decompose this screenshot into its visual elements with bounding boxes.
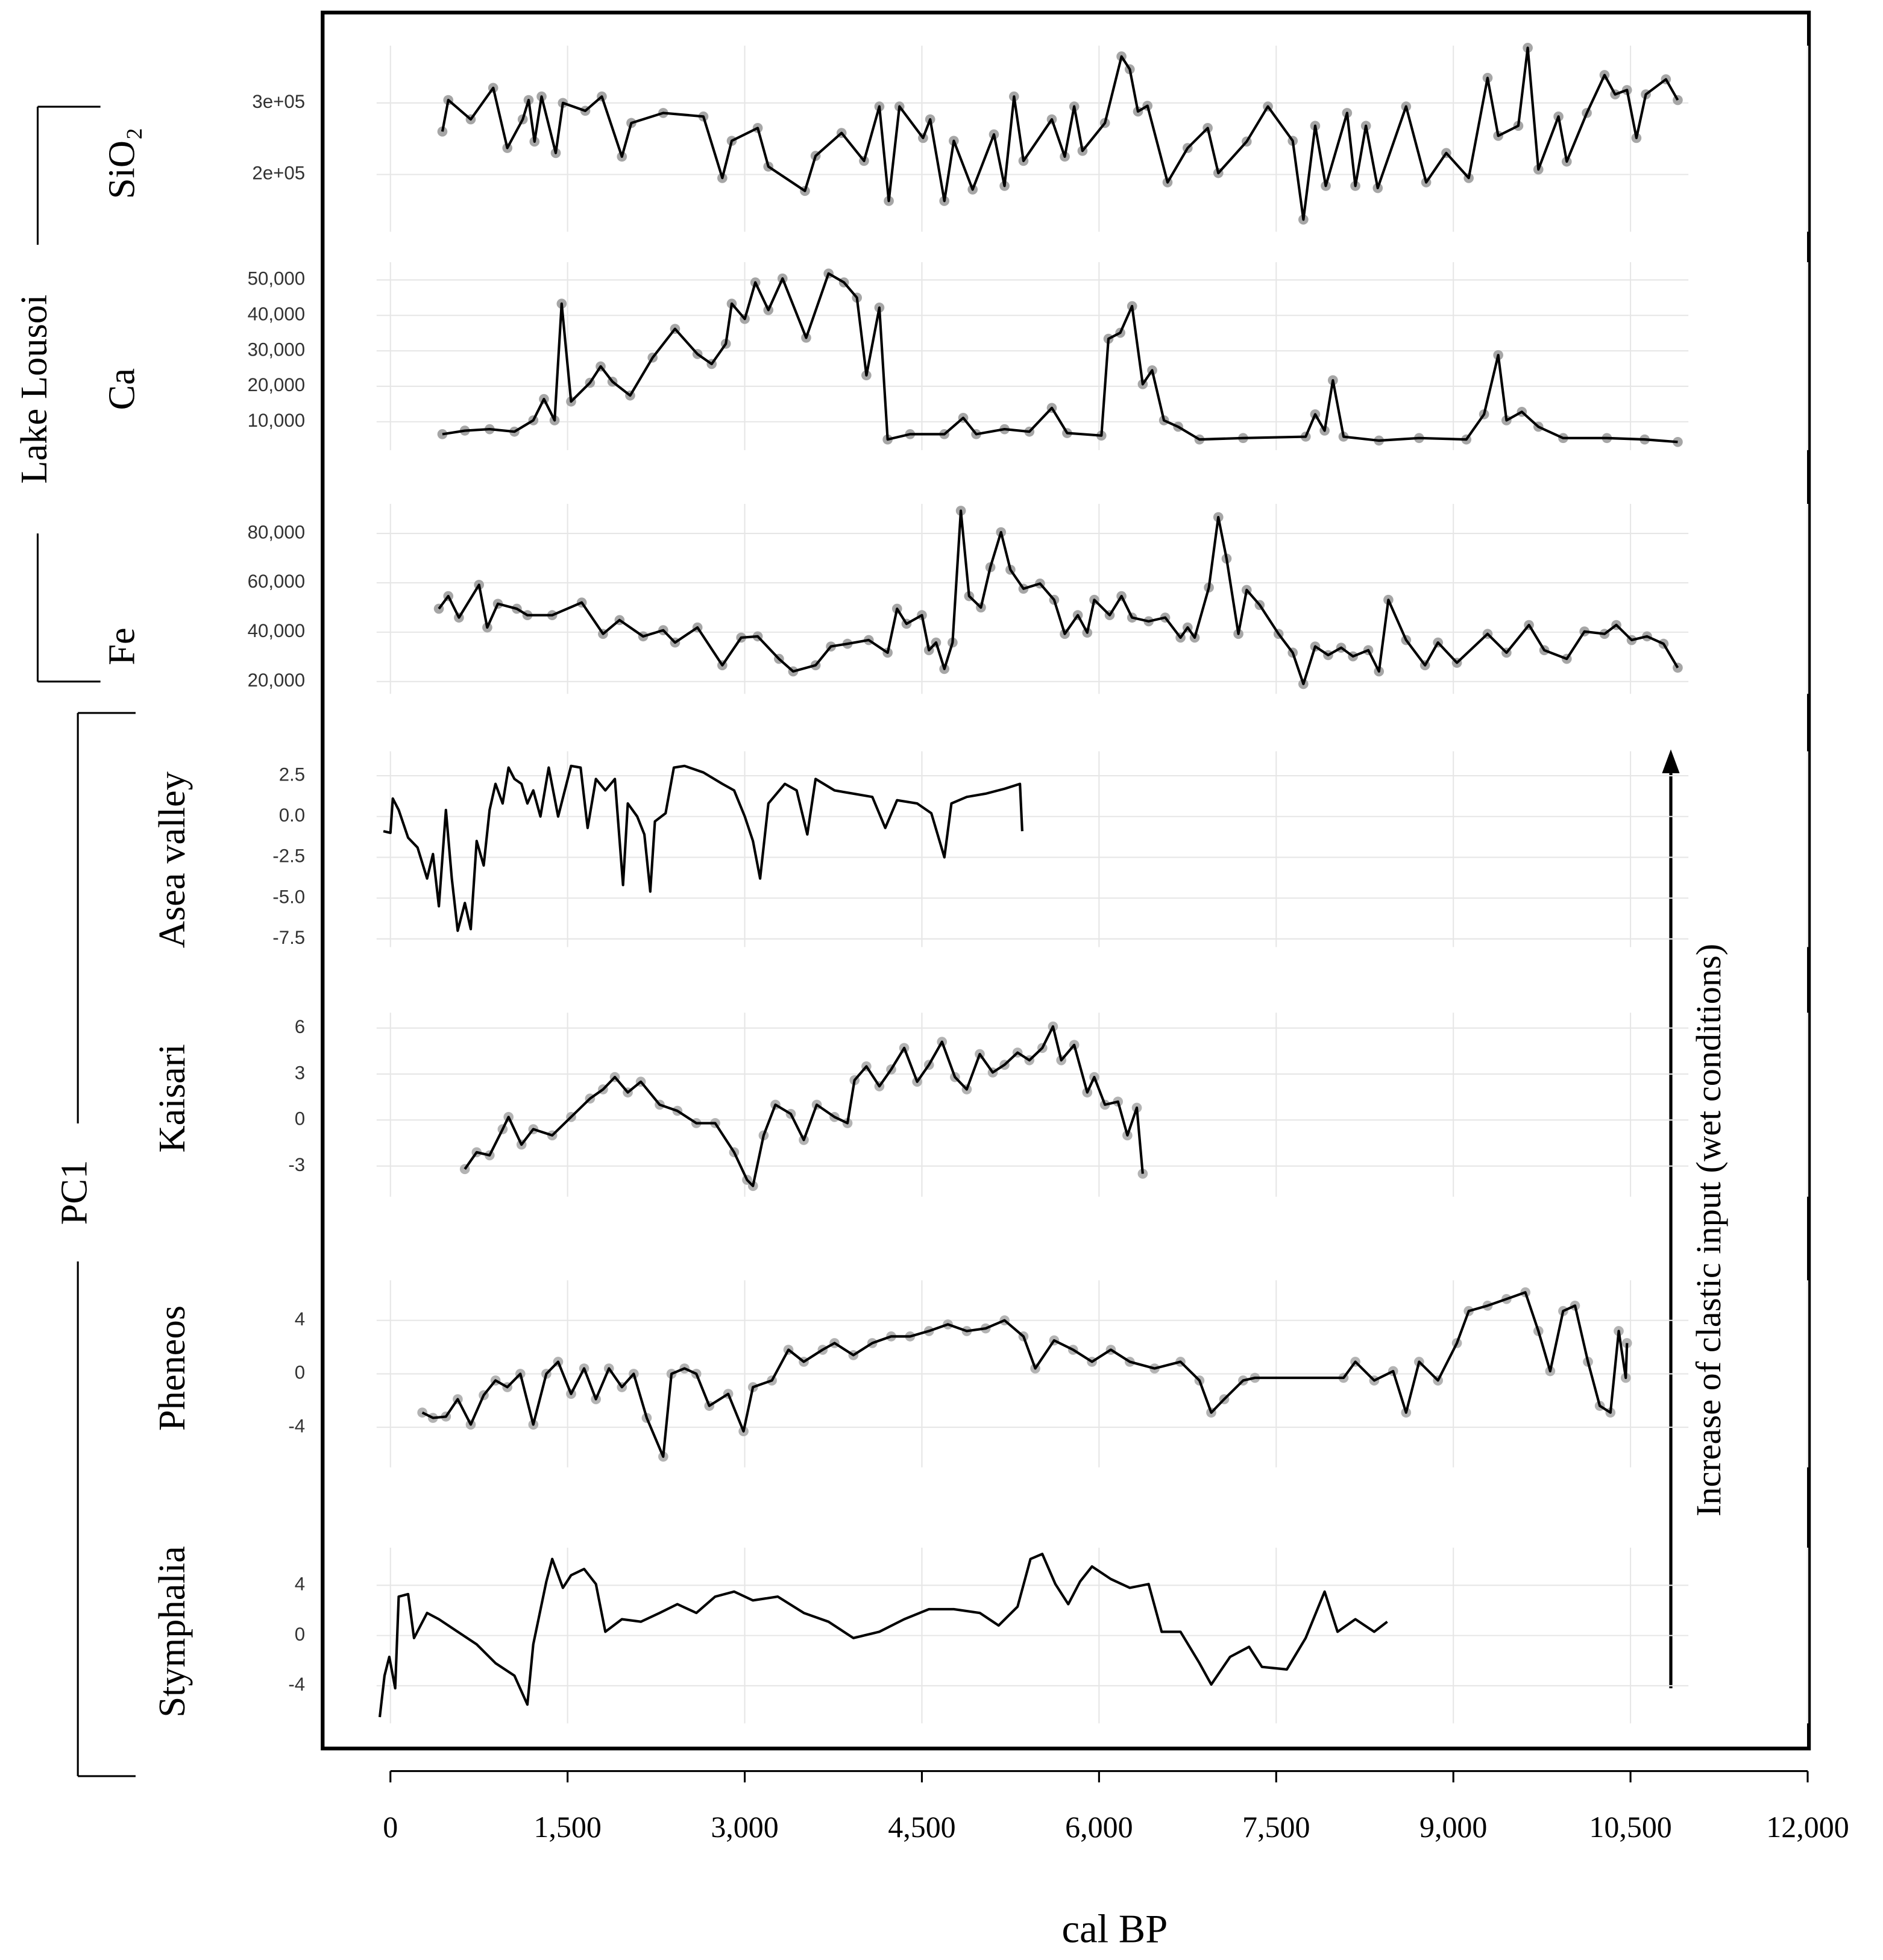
y-tick-label: -7.5 xyxy=(272,927,305,948)
y-tick-label: 4 xyxy=(295,1574,305,1595)
y-tick-label: 20,000 xyxy=(248,670,305,691)
y-axis-label: SiO₂ xyxy=(101,127,143,199)
plot-frame xyxy=(321,10,1811,1751)
y-tick-label: 6 xyxy=(295,1016,305,1037)
lake-lousoi-bracket xyxy=(36,105,101,683)
series-line xyxy=(383,764,1023,932)
y-tick-label: 40,000 xyxy=(248,620,305,641)
pc1-bracket xyxy=(77,712,136,1777)
y-tick-label: -4 xyxy=(288,1674,305,1695)
y-tick-label: 40,000 xyxy=(248,304,305,325)
y-tick-label: 2e+05 xyxy=(252,163,305,184)
marker xyxy=(437,126,448,137)
x-axis-label: cal BP xyxy=(1061,1908,1168,1952)
y-axis-label: Ca xyxy=(101,368,143,410)
y-axis-label: Asea valley xyxy=(151,771,193,948)
y-tick-label: 10,000 xyxy=(248,410,305,431)
y-tick-label: 30,000 xyxy=(248,339,305,360)
y-tick-label: -2.5 xyxy=(272,846,305,867)
y-tick-label: 0 xyxy=(295,1362,305,1383)
x-tick-label: 10,500 xyxy=(1589,1810,1671,1844)
x-tick-label: 12,000 xyxy=(1766,1810,1849,1844)
x-tick-label: 6,000 xyxy=(1065,1810,1133,1844)
y-tick-label: 0 xyxy=(295,1624,305,1645)
marker xyxy=(1673,436,1683,447)
y-axis-label: Stymphalia xyxy=(151,1546,193,1718)
marker xyxy=(437,429,448,439)
series-line xyxy=(438,509,1679,685)
y-tick-label: -3 xyxy=(288,1154,305,1175)
y-tick-label: 20,000 xyxy=(248,374,305,395)
series-line xyxy=(442,272,1678,444)
y-axis-label: Fe xyxy=(101,627,143,665)
y-tick-label: 0.0 xyxy=(279,805,305,826)
series-line xyxy=(441,46,1679,221)
y-tick-label: -4 xyxy=(288,1415,305,1436)
group-label: Lake Lousoi xyxy=(13,295,55,484)
arrow xyxy=(1662,749,1680,1689)
group-label: PC1 xyxy=(53,1160,95,1225)
y-axis-label: Pheneos xyxy=(151,1305,193,1431)
x-tick-label: 3,000 xyxy=(711,1810,778,1844)
series-line xyxy=(378,1553,1388,1718)
y-tick-label: 3 xyxy=(295,1062,305,1083)
x-tick-label: 4,500 xyxy=(888,1810,955,1844)
series-line xyxy=(421,1291,1629,1458)
x-tick-label: 0 xyxy=(383,1810,398,1844)
x-tick-label: 1,500 xyxy=(533,1810,601,1844)
y-tick-label: 0 xyxy=(295,1108,305,1129)
y-tick-label: 50,000 xyxy=(248,268,305,289)
marker xyxy=(1673,95,1683,105)
x-tick-label: 7,500 xyxy=(1242,1810,1310,1844)
y-tick-label: 80,000 xyxy=(248,521,305,542)
y-tick-label: 2.5 xyxy=(279,764,305,785)
annotation: Increase of clastic input (wet condition… xyxy=(1689,944,1728,1516)
x-tick-label: 9,000 xyxy=(1419,1810,1487,1844)
y-tick-label: 3e+05 xyxy=(252,91,305,112)
y-tick-label: 60,000 xyxy=(248,571,305,592)
y-tick-label: 4 xyxy=(295,1308,305,1330)
y-tick-label: -5.0 xyxy=(272,886,305,907)
series-line xyxy=(464,1025,1144,1187)
y-axis-label: Kaisari xyxy=(151,1044,193,1152)
marker xyxy=(417,1407,427,1418)
